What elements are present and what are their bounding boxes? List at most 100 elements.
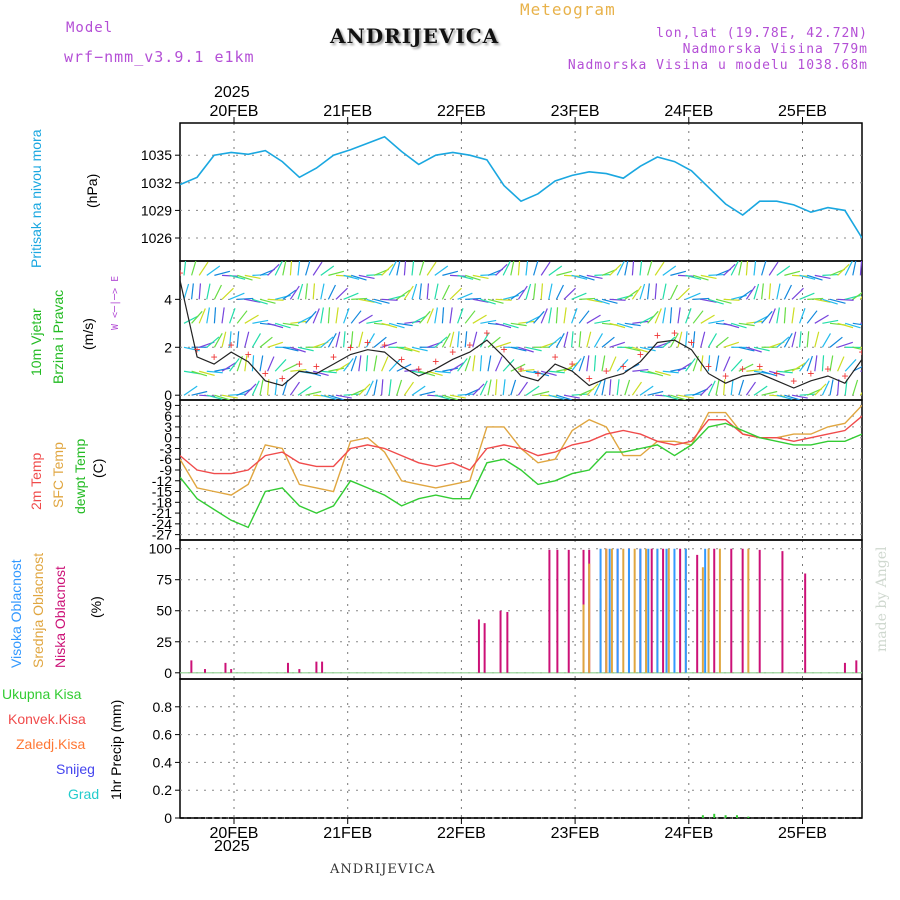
wind-arrow [784,367,801,372]
wind-arrow [859,295,862,300]
wind-arrow [859,261,862,276]
wind-arrow [434,370,451,374]
wind-arrow [586,314,601,324]
wind-arrow [632,320,649,324]
legend-total-rain: Ukupna Kisa [2,686,82,702]
wind-arrow [351,274,367,281]
wind-arrow [601,298,618,304]
wind-arrow [404,346,420,353]
wind-arrow [693,274,709,281]
legend-graupel: Grad [68,786,100,802]
wind-arrow [327,333,337,348]
wind-arrow [791,307,795,324]
wind-arrow [814,331,820,348]
x-tick-label-bottom: 24FEB [664,825,713,842]
wind-arrow [290,368,307,372]
x-tick-label-top: 22FEB [437,103,486,120]
wind-arrow [335,307,339,324]
y-tick-label: 1026 [141,230,172,246]
wind-arrow [320,283,325,300]
wind-arrow [244,314,259,324]
wind-arrow [784,270,801,276]
wind-arrow [259,355,264,372]
gust-marker: + [194,343,201,357]
y-tick-label: 6 [164,408,172,424]
wind-arrow [221,331,227,348]
wind-arrow [388,261,397,276]
wind-arrow [631,381,642,396]
wind-arrow [723,341,740,348]
wind-arrow [525,346,542,352]
wind-arrow [183,346,200,352]
wind-arrow [335,362,350,372]
wind-arrow [631,261,635,276]
wind-arrow [609,263,622,276]
wind-arrow [267,356,275,372]
wind-arrow [510,363,526,372]
y-tick-label: -6 [160,451,173,467]
wind-arrow [419,283,422,300]
wind-arrow [799,292,815,300]
wind-arrow [783,333,793,348]
x-tick-label-top: 23FEB [551,103,600,120]
wind-arrow [313,370,329,377]
wind-arrow [624,322,641,327]
wind-arrow [396,322,413,327]
wind-arrow [670,270,687,276]
wind-arrow [655,370,671,377]
wind-arrow [365,333,375,348]
wind-arrow [654,283,658,300]
gust-marker: + [790,374,797,388]
dewpt-line [180,422,862,529]
wind-arrow [434,265,449,276]
gust-marker: + [279,371,286,385]
wind-arrow [214,270,231,276]
wind-arrow [449,331,455,348]
wind-arrow [593,355,597,372]
wind-arrow [472,274,489,280]
wind-arrow [791,394,808,399]
wind-arrow [510,379,517,396]
wind-arrow [745,285,756,300]
x-tick-label-bottom: 23FEB [551,825,600,842]
wind-arrow [761,283,764,300]
x-tick-label-bottom: 22FEB [437,825,486,842]
wind-arrow [191,310,203,324]
wind-arrow [502,261,511,276]
gust-marker: + [228,338,235,352]
wind-arrow [206,394,223,400]
wind-arrow [746,368,763,372]
gust-marker: + [586,371,593,385]
wind-arrow [381,379,384,396]
y-tick-label: 0.2 [153,782,173,798]
wind-arrow [305,283,308,300]
wind-arrow [662,265,677,276]
wind-arrow [692,310,704,324]
x-tick-label-bottom: 25FEB [778,825,827,842]
wind-arrow [632,368,649,372]
wind-arrow [632,346,648,353]
wind-arrow [525,261,529,276]
wind-arrow [662,307,666,324]
gust-marker: + [620,359,627,373]
wind-arrow [844,379,848,396]
wind-arrow [252,298,268,305]
wind-arrow [198,283,202,300]
wind-arrow [213,284,222,300]
wind-arrow [852,261,857,276]
wind-arrow [274,261,283,276]
wind-arrow [677,331,683,348]
year-bottom: 2025 [214,838,250,855]
gust-marker: + [535,367,542,381]
wind-arrow [183,315,199,324]
y-tick-label: 3 [164,419,172,435]
wind-arrow [518,346,534,353]
gust-marker: + [858,345,865,359]
wind-arrow [768,308,776,324]
y-tick-label: 0 [164,810,172,826]
wind-arrow [373,379,378,396]
wind-arrow [829,355,834,372]
wind-arrow [852,379,859,396]
wind-arrow [746,320,763,324]
wind-arrow [822,319,839,324]
